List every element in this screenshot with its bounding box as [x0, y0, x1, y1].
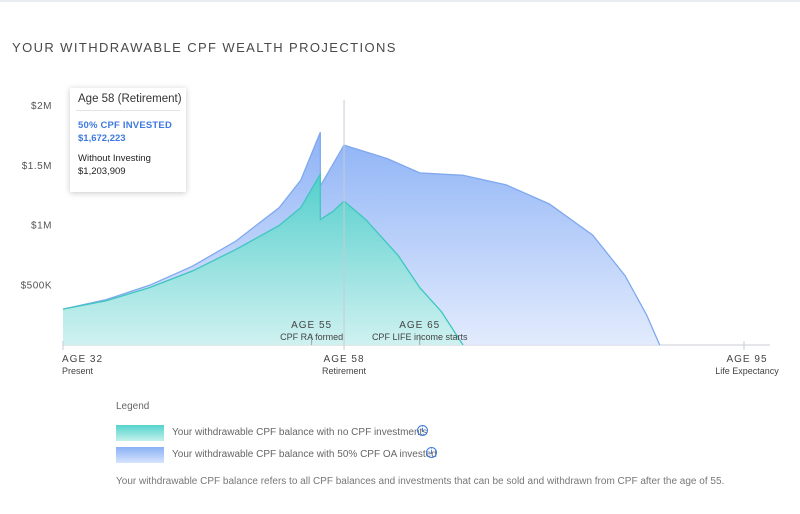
series-line	[62, 171, 464, 346]
age-marker-label: AGE 55	[291, 320, 332, 331]
legend-title: Legend	[116, 401, 150, 412]
legend-item-oa-invested: Your withdrawable CPF balance with 50% C…	[116, 447, 446, 463]
tooltip-title: Age 58 (Retirement)	[78, 93, 182, 105]
tooltip-invested-value: $1,672,223	[78, 133, 126, 144]
tooltip-divider	[76, 110, 180, 111]
age-marker-label: AGE 32	[62, 354, 103, 365]
age-marker-sublabel: Retirement	[322, 366, 367, 376]
legend-item-no-investments: Your withdrawable CPF balance with no CP…	[116, 425, 446, 441]
age-marker-sublabel: Present	[62, 366, 94, 376]
tooltip-no-invest-value: $1,203,909	[78, 166, 126, 177]
age-marker-sublabel: CPF LIFE income starts	[372, 332, 468, 342]
y-tick-label: $1.5M	[22, 161, 52, 172]
info-icon[interactable]: i	[426, 447, 437, 458]
footnote: Your withdrawable CPF balance refers to …	[116, 476, 725, 487]
chart-tooltip: Age 58 (Retirement) 50% CPF INVESTED $1,…	[70, 88, 186, 192]
age-marker-sublabel: CPF RA formed	[280, 332, 343, 342]
legend-label: Your withdrawable CPF balance with 50% C…	[172, 449, 437, 460]
info-icon[interactable]: i	[417, 425, 428, 436]
y-tick-label: $500K	[21, 280, 52, 291]
top-divider	[0, 0, 800, 2]
legend-swatch-teal	[116, 425, 164, 441]
tooltip-no-invest-label: Without Investing	[78, 153, 151, 164]
age-marker-sublabel: Life Expectancy	[715, 366, 779, 376]
page-title: YOUR WITHDRAWABLE CPF WEALTH PROJECTIONS	[12, 40, 397, 55]
legend-swatch-blue	[116, 447, 164, 463]
series-area	[63, 174, 463, 345]
y-tick-label: $2M	[31, 101, 52, 112]
tooltip-invested-label: 50% CPF INVESTED	[78, 120, 173, 131]
age-marker-label: AGE 58	[324, 354, 365, 365]
age-marker-label: AGE 65	[399, 320, 440, 331]
age-marker-label: AGE 95	[726, 354, 767, 365]
legend-label: Your withdrawable CPF balance with no CP…	[172, 427, 428, 438]
y-tick-label: $1M	[31, 221, 52, 232]
